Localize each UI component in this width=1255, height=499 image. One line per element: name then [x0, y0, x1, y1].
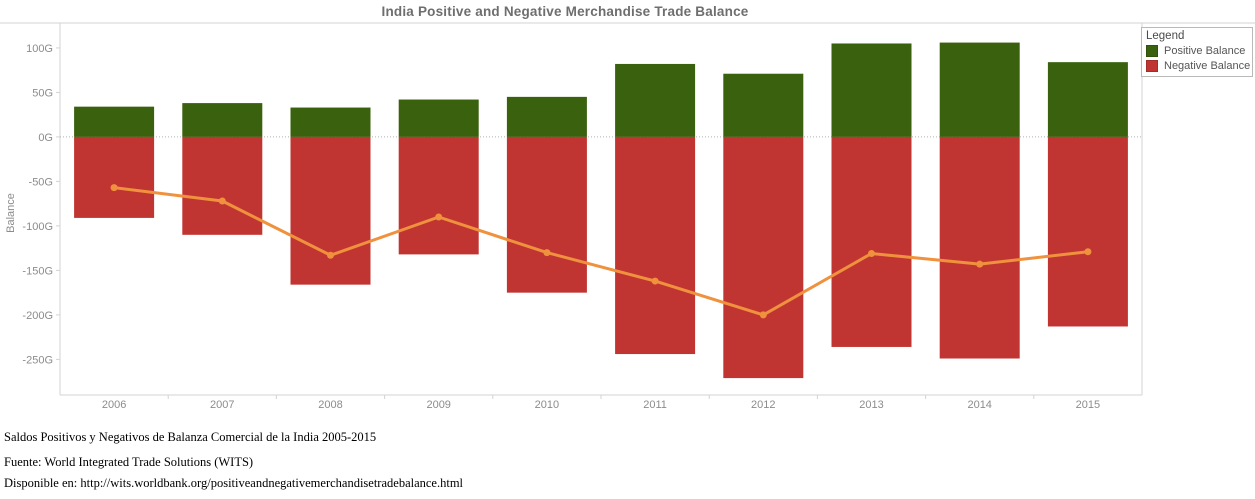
legend-item-negative-balance[interactable]: Negative Balance: [1146, 60, 1251, 72]
legend-item-positive-balance[interactable]: Positive Balance: [1146, 45, 1248, 57]
bar-positive-2010[interactable]: [506, 96, 587, 137]
footer-caption-url: Disponible en: http://wits.worldbank.org…: [4, 476, 464, 490]
legend-title: Legend: [1146, 30, 1185, 42]
net-balance-marker-2009[interactable]: [435, 213, 443, 221]
y-axis-title: Balance: [5, 193, 17, 233]
x-tick-label: 2008: [318, 399, 342, 411]
bar-negative-2009[interactable]: [398, 136, 479, 255]
x-tick-label: 2006: [102, 399, 126, 411]
net-balance-line[interactable]: [112, 186, 1090, 317]
bar-negative-2007[interactable]: [182, 136, 263, 235]
bar-positive-2008[interactable]: [290, 107, 371, 137]
footer-caption-source: Fuente: World Integrated Trade Solutions…: [4, 455, 254, 469]
net-balance-marker-2012[interactable]: [759, 311, 767, 319]
x-tick-label: 2010: [535, 399, 559, 411]
net-balance-marker-2015[interactable]: [1084, 248, 1092, 256]
net-balance-marker-2013[interactable]: [868, 249, 875, 257]
bar-negative-2013[interactable]: [831, 136, 912, 347]
x-tick-label: 2014: [967, 399, 991, 411]
y-tick-label: -50G: [29, 176, 53, 188]
bar-negative-2015[interactable]: [1047, 136, 1128, 327]
net-balance-marker-2006[interactable]: [110, 184, 118, 192]
bar-positive-2009[interactable]: [398, 99, 479, 137]
y-tick-label: -150G: [22, 265, 53, 277]
y-tick-label: -200G: [22, 310, 53, 322]
bar-negative-2010[interactable]: [506, 136, 587, 293]
x-tick-label: 2009: [426, 399, 450, 411]
bar-positive-2011[interactable]: [615, 63, 696, 137]
x-tick-label: 2013: [859, 399, 883, 411]
bar-negative-2014[interactable]: [939, 136, 1020, 359]
trade-balance-chart: 100G 50G 0G -50G -100G -150G -200G -250G Balance…: [0, 22, 1255, 411]
y-tick-label: 100G: [26, 43, 53, 55]
chart-title: India Positive and Negative Merchandise …: [381, 4, 749, 19]
negative-balance-swatch-icon: [1146, 60, 1158, 72]
bar-negative-2006[interactable]: [74, 136, 155, 218]
footer-caption-title: Saldos Positivos y Negativos de Balanza …: [4, 430, 377, 444]
bar-negative-2011[interactable]: [615, 136, 696, 355]
bar-negative-2008[interactable]: [290, 136, 371, 285]
legend: Legend Positive Balance Negative Balance: [1141, 27, 1253, 77]
bar-positive-2015[interactable]: [1047, 62, 1128, 137]
x-tick-label: 2012: [751, 399, 775, 411]
net-balance-marker-2010[interactable]: [543, 249, 551, 257]
legend-item-label: Positive Balance: [1164, 45, 1246, 57]
bar-positive-2012[interactable]: [723, 73, 804, 137]
y-tick-label: -250G: [22, 354, 53, 366]
net-balance-marker-2007[interactable]: [218, 197, 226, 205]
bar-positive-2006[interactable]: [74, 106, 155, 137]
y-tick-label: -100G: [22, 221, 53, 233]
y-tick-label: 50G: [32, 87, 53, 99]
x-tick-label: 2007: [210, 399, 234, 411]
x-tick-label: 2011: [643, 399, 667, 411]
x-tick-label: 2015: [1076, 399, 1100, 411]
net-balance-marker-2011[interactable]: [651, 277, 659, 285]
y-tick-label: 0G: [38, 132, 53, 144]
bar-positive-2014[interactable]: [939, 42, 1020, 137]
positive-balance-swatch-icon: [1146, 45, 1158, 57]
bar-negative-2012[interactable]: [723, 136, 804, 379]
net-balance-marker-2008[interactable]: [327, 251, 334, 259]
bar-positive-2007[interactable]: [182, 103, 263, 137]
net-balance-marker-2014[interactable]: [976, 260, 984, 268]
bar-positive-2013[interactable]: [831, 43, 912, 137]
legend-item-label: Negative Balance: [1164, 60, 1251, 72]
